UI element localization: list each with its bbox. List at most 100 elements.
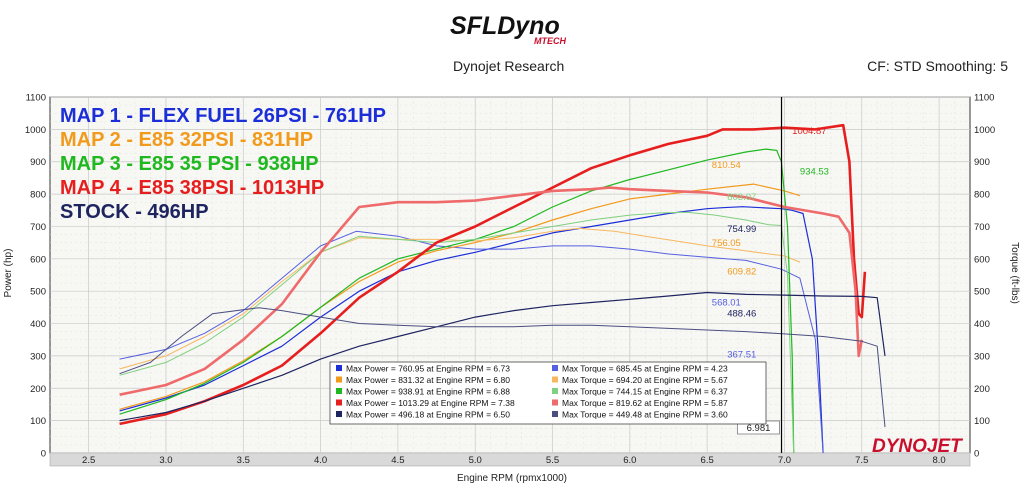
y-tick-label-right: 400 [974,319,990,330]
chart-header-info: CF: STD Smoothing: 5 [867,58,1008,74]
value-annotation-8: 568.01 [712,298,741,309]
legend-entry: Max Power = 1013.29 at Engine RPM = 7.38 [346,398,515,408]
y-tick-label-right: 700 [974,222,990,233]
x-axis-band [49,452,971,467]
series-lines [119,123,886,454]
logo-main-text: SFLDyno [450,12,560,40]
legend-swatch [336,399,342,406]
y-tick-label-left: 700 [30,222,46,233]
legend-entry: Max Power = 938.91 at Engine RPM = 6.88 [346,387,510,397]
x-tick-label: 6.5 [701,455,714,466]
y-tick-label-left: 100 [30,416,46,427]
y-tick-label-left: 900 [30,157,46,168]
legend-swatch [552,411,558,417]
value-annotation-5: 754.99 [727,224,756,235]
y-tick-label-right: 800 [974,190,990,201]
y-tick-label-right: 0 [974,449,979,460]
x-tick-label: 2.5 [82,455,95,466]
legend-entry: Max Torque = 449.48 at Engine RPM = 3.60 [562,410,728,420]
y-tick-label-right: 500 [974,287,990,298]
y-tick-label-left: 500 [30,287,46,298]
x-tick-label: 4.0 [314,455,327,466]
y-tick-label-left: 1000 [25,125,46,136]
legend-entry: Max Power = 496.18 at Engine RPM = 6.50 [346,410,510,420]
series-line-8 [119,186,864,396]
series-line-10 [119,307,886,428]
x-tick-label: 6.0 [623,455,636,466]
x-tick-label: 4.5 [391,455,404,466]
y-tick-label-left: 800 [30,190,46,201]
legend: Max Power = 760.95 at Engine RPM = 6.73 M… [329,361,767,425]
value-annotation-4: 803.07 [727,192,756,203]
axis-ticks: 0 0 100 100 200 200 300 300 400 400 500 500 600 600 70… [25,93,995,467]
legend-swatch [336,388,342,394]
value-annotation-1: 1004.87 [792,126,826,137]
x-tick-label: 8.0 [932,455,945,466]
y-tick-label-right: 300 [974,351,990,362]
series-line-9 [119,291,886,422]
dynojet-logo-text: DYNOJET [872,436,963,457]
sfldyno-logo: SFLDyno MTECH [450,12,566,46]
series-line-3 [119,183,801,410]
series-line-5 [119,148,795,454]
legend-entry: Max Torque = 744.15 at Engine RPM = 6.37 [562,387,728,397]
legend-entry: Max Power = 760.95 at Engine RPM = 6.73 [346,364,510,374]
legend-entry: Max Torque = 694.20 at Engine RPM = 5.67 [562,375,728,385]
y-tick-label-left: 400 [30,319,46,330]
annotations: 1004.87 934.53 810.54 803.07 754.99 756.05 609… [712,126,829,360]
series-line-6 [119,211,795,454]
legend-entry: Max Power = 831.32 at Engine RPM = 6.80 [346,375,510,385]
logo-sub-text: MTECH [534,36,566,46]
y-tick-label-left: 300 [30,351,46,362]
legend-swatch [336,376,342,383]
series-line-4 [119,227,801,370]
x-tick-label: 7.0 [778,455,791,466]
legend-swatch [552,376,558,383]
x-tick-label: 5.5 [546,455,559,466]
map-title-1: MAP 1 - FLEX FUEL 26PSI - 761HP [60,105,386,127]
y-tick-label-left: 200 [30,384,46,395]
map-title-4: MAP 4 - E85 38PSI - 1013HP [60,177,324,199]
x-tick-label: 7.5 [855,455,868,466]
x-axis-label: Engine RPM (rpmx1000) [457,473,567,484]
legend-swatch [336,411,342,417]
chart-header-title: Dynojet Research [453,58,565,74]
series-line-2 [119,230,824,454]
y-tick-label-left: 600 [30,254,46,265]
y-axis-right-label: Torque (ft-lbs) [1009,242,1020,304]
map-title-3: MAP 3 - E85 35 PSI - 938HP [60,153,319,175]
value-annotation-10: 367.51 [727,350,756,361]
value-annotation-3: 810.54 [712,160,741,171]
y-axis-left-label: Power (hp) [3,249,14,298]
legend-swatch [552,388,558,394]
y-tick-label-left: 0 [41,449,46,460]
legend-swatch [336,365,342,371]
legend-swatch [552,365,558,371]
map-title-2: MAP 2 - E85 32PSI - 831HP [60,129,313,151]
x-tick-label: 5.0 [469,455,482,466]
y-tick-label-right: 1100 [974,93,994,104]
y-tick-label-right: 100 [974,416,990,427]
value-annotation-7: 609.82 [727,266,756,277]
series-line-7 [119,123,867,426]
x-tick-label: 3.0 [159,455,172,466]
map-title-5: STOCK - 496HP [60,201,209,223]
legend-box [329,361,767,425]
legend-entry: Max Torque = 685.45 at Engine RPM = 4.23 [562,364,728,374]
x-tick-label: 3.5 [237,455,250,466]
legend-swatch [552,399,558,406]
value-annotation-2: 934.53 [800,167,829,178]
dynojet-logo: DYNOJET [872,436,963,457]
y-tick-label-right: 900 [974,157,990,168]
value-annotation-9: 488.46 [727,308,756,319]
legend-entry: Max Torque = 819.62 at Engine RPM = 5.87 [562,398,728,408]
y-tick-label-right: 200 [974,384,990,395]
y-tick-label-right: 600 [974,254,990,265]
value-annotation-6: 756.05 [712,238,741,249]
y-tick-label-right: 1000 [974,125,995,136]
series-line-1 [119,206,824,454]
y-tick-label-left: 1100 [26,93,46,104]
cursor-label: 6.981 [747,423,771,434]
